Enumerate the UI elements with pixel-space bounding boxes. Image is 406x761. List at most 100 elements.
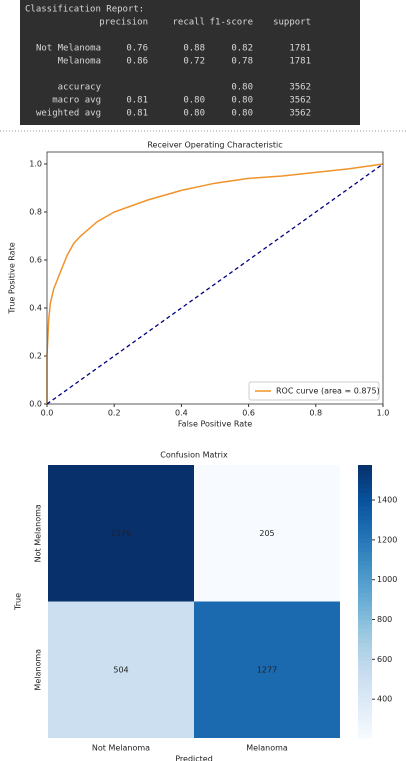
colorbar-tick-label: 600 [377,655,392,664]
report-cell: 3562 [289,109,311,119]
colorbar-segment [358,683,372,689]
report-cell: 0.88 [183,44,205,54]
colorbar-tick-label: 800 [377,615,392,624]
x-tick-label: 0.0 [41,409,54,418]
colorbar-segment [358,642,372,648]
legend-label: ROC curve (area = 0.875) [276,387,380,396]
colorbar-segment [358,610,372,616]
colorbar-segment [358,496,372,502]
colorbar-segment [358,660,372,666]
report-row-label: weighted avg [36,109,101,119]
colorbar-segment [358,669,372,675]
x-axis-label: Predicted [175,755,213,761]
report-title: Classification Report: [25,5,144,15]
colorbar-segment [358,697,372,703]
colorbar-segment [358,583,372,589]
colorbar-segment [358,592,372,598]
report-cell: 0.80 [183,96,205,106]
cell-label: 504 [113,665,128,674]
cell-label: 1576 [111,529,131,538]
colorbar-segment [358,665,372,671]
colorbar-segment [358,510,372,516]
colorbar-segment [358,474,372,480]
y-tick-label: Melanoma [34,649,43,691]
report-cell: 0.81 [126,96,148,106]
x-tick-label: Not Melanoma [92,744,150,753]
colorbar-segment [358,560,372,566]
colorbar-segment [358,505,372,511]
colorbar-segment [358,537,372,543]
colorbar-segment [358,519,372,525]
colorbar-segment [358,733,372,739]
plot-frame [46,151,384,405]
colorbar-segment [358,478,372,484]
colorbar-segment [358,724,372,730]
colorbar-segment [358,501,372,507]
colorbar-segment [358,706,372,712]
report-column: precision [99,18,148,28]
cell-label: 205 [259,529,274,538]
colorbar-segment [358,651,372,657]
colorbar-tick-label: 1200 [377,535,397,544]
report-cell: 0.80 [231,96,253,106]
colorbar-segment [358,715,372,721]
cell-label: 1277 [257,665,277,674]
colorbar-segment [358,542,372,548]
colorbar-tick-label: 1400 [377,496,397,505]
roc-line [46,163,384,404]
colorbar-segment [358,528,372,534]
colorbar-segment [358,674,372,680]
chart-title: Confusion Matrix [160,451,228,460]
colorbar-segment [358,624,372,630]
colorbar-segment [358,596,372,602]
heatmap-cell [194,601,340,738]
report-cell: 3562 [289,83,311,93]
colorbar-segment [358,565,372,571]
report-background [20,0,360,125]
colorbar-segment [358,533,372,539]
colorbar-tick-label: 1000 [377,575,397,584]
x-tick-label: 0.8 [309,409,322,418]
colorbar-segment [358,606,372,612]
y-tick-label: Not Melanoma [34,504,43,562]
y-tick-label: 0.8 [29,208,42,217]
colorbar-segment [358,692,372,698]
colorbar-segment [358,710,372,716]
report-column: recall [172,18,205,28]
report-cell: 0.86 [126,57,148,67]
x-tick-label: Melanoma [246,744,288,753]
roc-line [46,163,384,405]
y-tick-label: 1.0 [29,160,42,169]
y-tick-label: 0.2 [29,352,42,361]
x-tick-label: 0.6 [242,409,255,418]
colorbar-segment [358,546,372,552]
report-cell: 0.80 [183,109,205,119]
colorbar-segment [358,487,372,493]
x-tick-label: 0.4 [175,409,188,418]
colorbar-segment [358,615,372,621]
y-axis-label: True Positive Rate [8,242,17,314]
colorbar-segment [358,578,372,584]
colorbar-segment [358,556,372,562]
x-tick-label: 1.0 [377,409,390,418]
heatmap-cell [194,465,340,602]
x-axis-label: False Positive Rate [178,420,252,429]
colorbar-segment [358,647,372,653]
colorbar-segment [358,524,372,530]
legend-box [248,381,380,401]
report-cell: 0.82 [231,44,253,54]
report-cell: 0.78 [231,57,253,67]
colorbar-segment [358,687,372,693]
report-cell: 0.80 [231,109,253,119]
report-column: f1-score [210,18,253,28]
colorbar-segment [358,601,372,607]
y-tick-label: 0.0 [29,400,42,409]
colorbar-segment [358,633,372,639]
report-cell: 0.80 [231,83,253,93]
colorbar-segment [358,719,372,725]
report-cell: 0.76 [126,44,148,54]
colorbar-segment [358,678,372,684]
colorbar-segment [358,569,372,575]
